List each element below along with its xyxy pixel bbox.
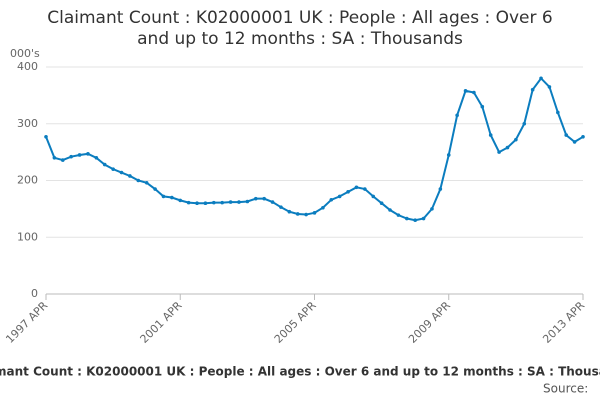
point [388,208,392,212]
chart-title: Claimant Count : K02000001 UK : People :… [47,8,552,28]
point [438,187,443,191]
point [77,153,82,157]
x-tick-label: 2005 APR [272,299,319,346]
point [480,104,485,109]
point [128,174,132,178]
point [304,212,308,217]
point [220,200,225,205]
point [245,199,250,204]
point [379,201,384,205]
point [86,152,90,156]
point [295,212,300,216]
point [237,200,241,204]
point [52,156,57,160]
point [564,133,569,137]
point [203,201,208,205]
line [45,76,584,222]
point [337,194,342,199]
point [312,211,317,215]
point [581,135,585,139]
point [505,145,510,150]
y-tick-label: 200 [17,174,38,187]
point [170,195,174,200]
point [212,200,216,205]
chart-title: and up to 12 months : SA : Thousands [137,29,463,49]
point [136,178,141,183]
point [279,205,283,209]
point [430,207,434,211]
point [522,121,527,126]
point [321,205,325,210]
point [153,187,157,191]
point [488,133,493,137]
point [69,154,73,159]
point [44,135,48,139]
point [329,197,334,202]
point [253,196,258,201]
source: Source: [543,382,588,396]
caption: Claimant Count : K02000001 UK : People :… [0,365,600,379]
point [161,194,166,199]
point [363,187,367,191]
x-tick-label: 2009 APR [406,299,453,346]
point [346,190,350,194]
point [421,216,426,221]
y-tick-label: 400 [17,60,38,73]
x-tick-label: 2013 APR [540,299,587,346]
point [446,153,451,157]
y-tick-label: 300 [17,117,38,130]
point [497,150,501,154]
x-tick-label: 1997 APR [3,299,50,346]
point [514,137,518,142]
point [463,89,468,93]
point [371,194,376,199]
point [270,200,275,204]
point [455,113,459,118]
y-tick-label: 0 [31,287,38,300]
point [228,200,233,204]
y-axis-label: 000's [10,47,40,60]
point [396,213,401,217]
point [111,167,115,171]
point [287,209,292,214]
point [195,201,199,205]
point [60,158,65,162]
point [144,180,149,185]
y-tick-label: 100 [17,230,38,243]
point [572,140,577,144]
point [539,76,543,81]
point [530,87,535,92]
point [404,216,409,221]
point [186,200,191,205]
point [413,218,417,223]
point [119,170,124,175]
point [556,110,560,115]
point [94,156,99,160]
point [547,85,552,89]
x-tick-label: 2001 APR [138,299,185,346]
point [354,185,359,190]
point [472,90,476,95]
point [178,198,183,203]
point [262,196,266,201]
point [102,162,107,167]
